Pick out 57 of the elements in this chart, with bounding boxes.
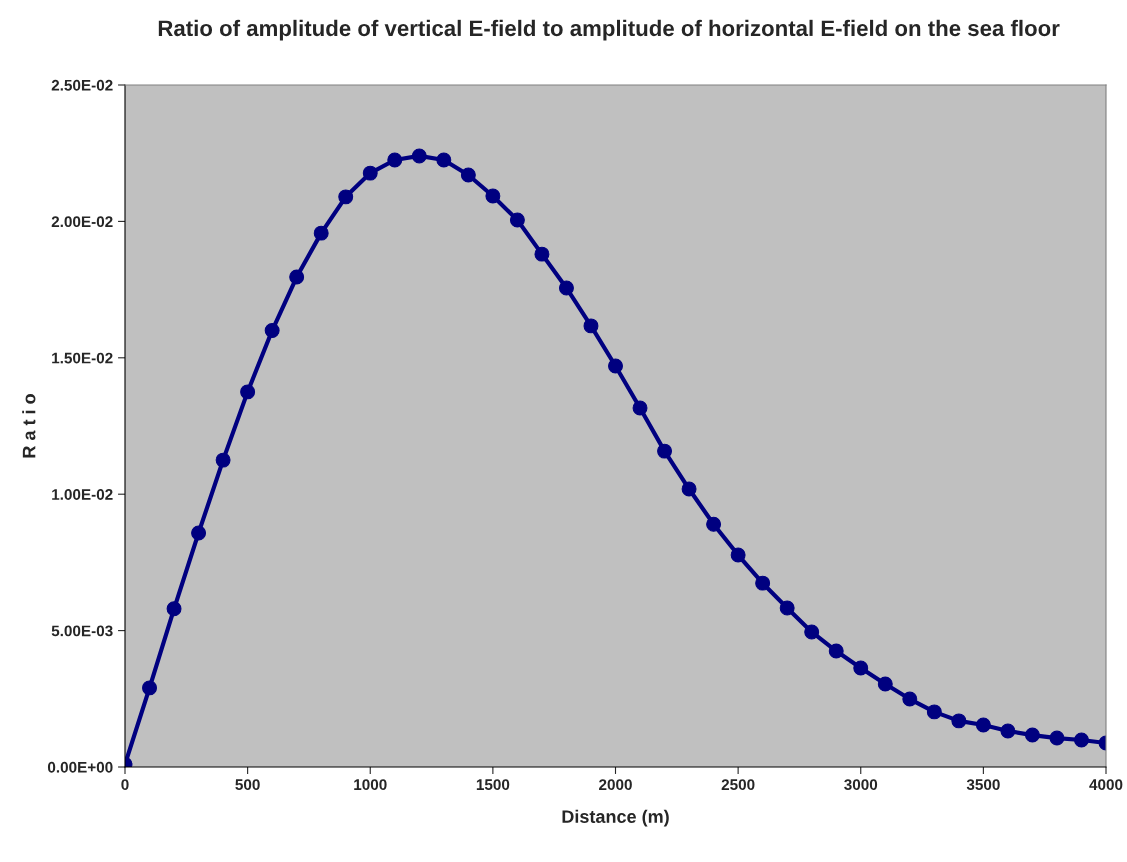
point (166, 601, 182, 617)
y-tick-label: 2.50E-02 (51, 79, 113, 91)
point (975, 717, 991, 733)
x-tick-label: 1000 (354, 779, 387, 791)
point (1024, 727, 1040, 743)
y-tick-label: 0.00E+00 (47, 761, 113, 773)
x-tick-label: 2000 (599, 779, 632, 791)
y-tick-label: 5.00E-03 (51, 625, 113, 637)
point (215, 452, 231, 468)
x-tick-label: 4000 (1089, 779, 1123, 791)
y-tick-label: 1.00E-02 (52, 489, 113, 500)
y-tick-label: 2.00E-02 (51, 216, 113, 228)
point (534, 246, 550, 262)
point (681, 481, 697, 497)
point (804, 624, 820, 640)
y-axis-title: R a t i o (22, 394, 36, 458)
point (460, 167, 476, 183)
point (509, 212, 525, 228)
point (926, 704, 942, 720)
point (264, 323, 280, 338)
point (828, 643, 844, 659)
point (706, 516, 722, 532)
point (387, 152, 403, 168)
point (558, 280, 574, 296)
point (583, 318, 599, 334)
point (142, 680, 157, 696)
point (313, 225, 329, 241)
x-tick-label: 2500 (721, 779, 755, 791)
y-tick-label: 1.50E-02 (52, 352, 113, 364)
point (1074, 732, 1089, 748)
point (411, 148, 427, 164)
x-tick-label: 3500 (966, 779, 1000, 791)
point (1000, 723, 1016, 739)
point (779, 600, 795, 616)
point (730, 547, 746, 563)
point (902, 691, 918, 707)
point (608, 358, 623, 374)
x-tick-label: 1500 (476, 779, 510, 791)
point (436, 152, 452, 168)
point (877, 676, 893, 692)
chart-title: Ratio of amplitude of vertical E-field to amplitude of horizontal E-field on the sea floor (158, 19, 1060, 41)
point (657, 443, 673, 459)
point (485, 188, 501, 204)
point (755, 575, 771, 591)
x-axis-title: Distance (m) (562, 809, 669, 827)
x-tick-label: 3000 (844, 779, 878, 791)
point (240, 384, 256, 400)
point (951, 713, 967, 729)
point (1049, 730, 1065, 746)
point (362, 165, 378, 181)
point (632, 400, 648, 416)
point (289, 269, 305, 285)
x-tick-label: 500 (235, 779, 260, 791)
x-tick-label: 0 (121, 779, 129, 791)
point (853, 660, 869, 676)
point (191, 525, 207, 541)
point (338, 189, 354, 205)
